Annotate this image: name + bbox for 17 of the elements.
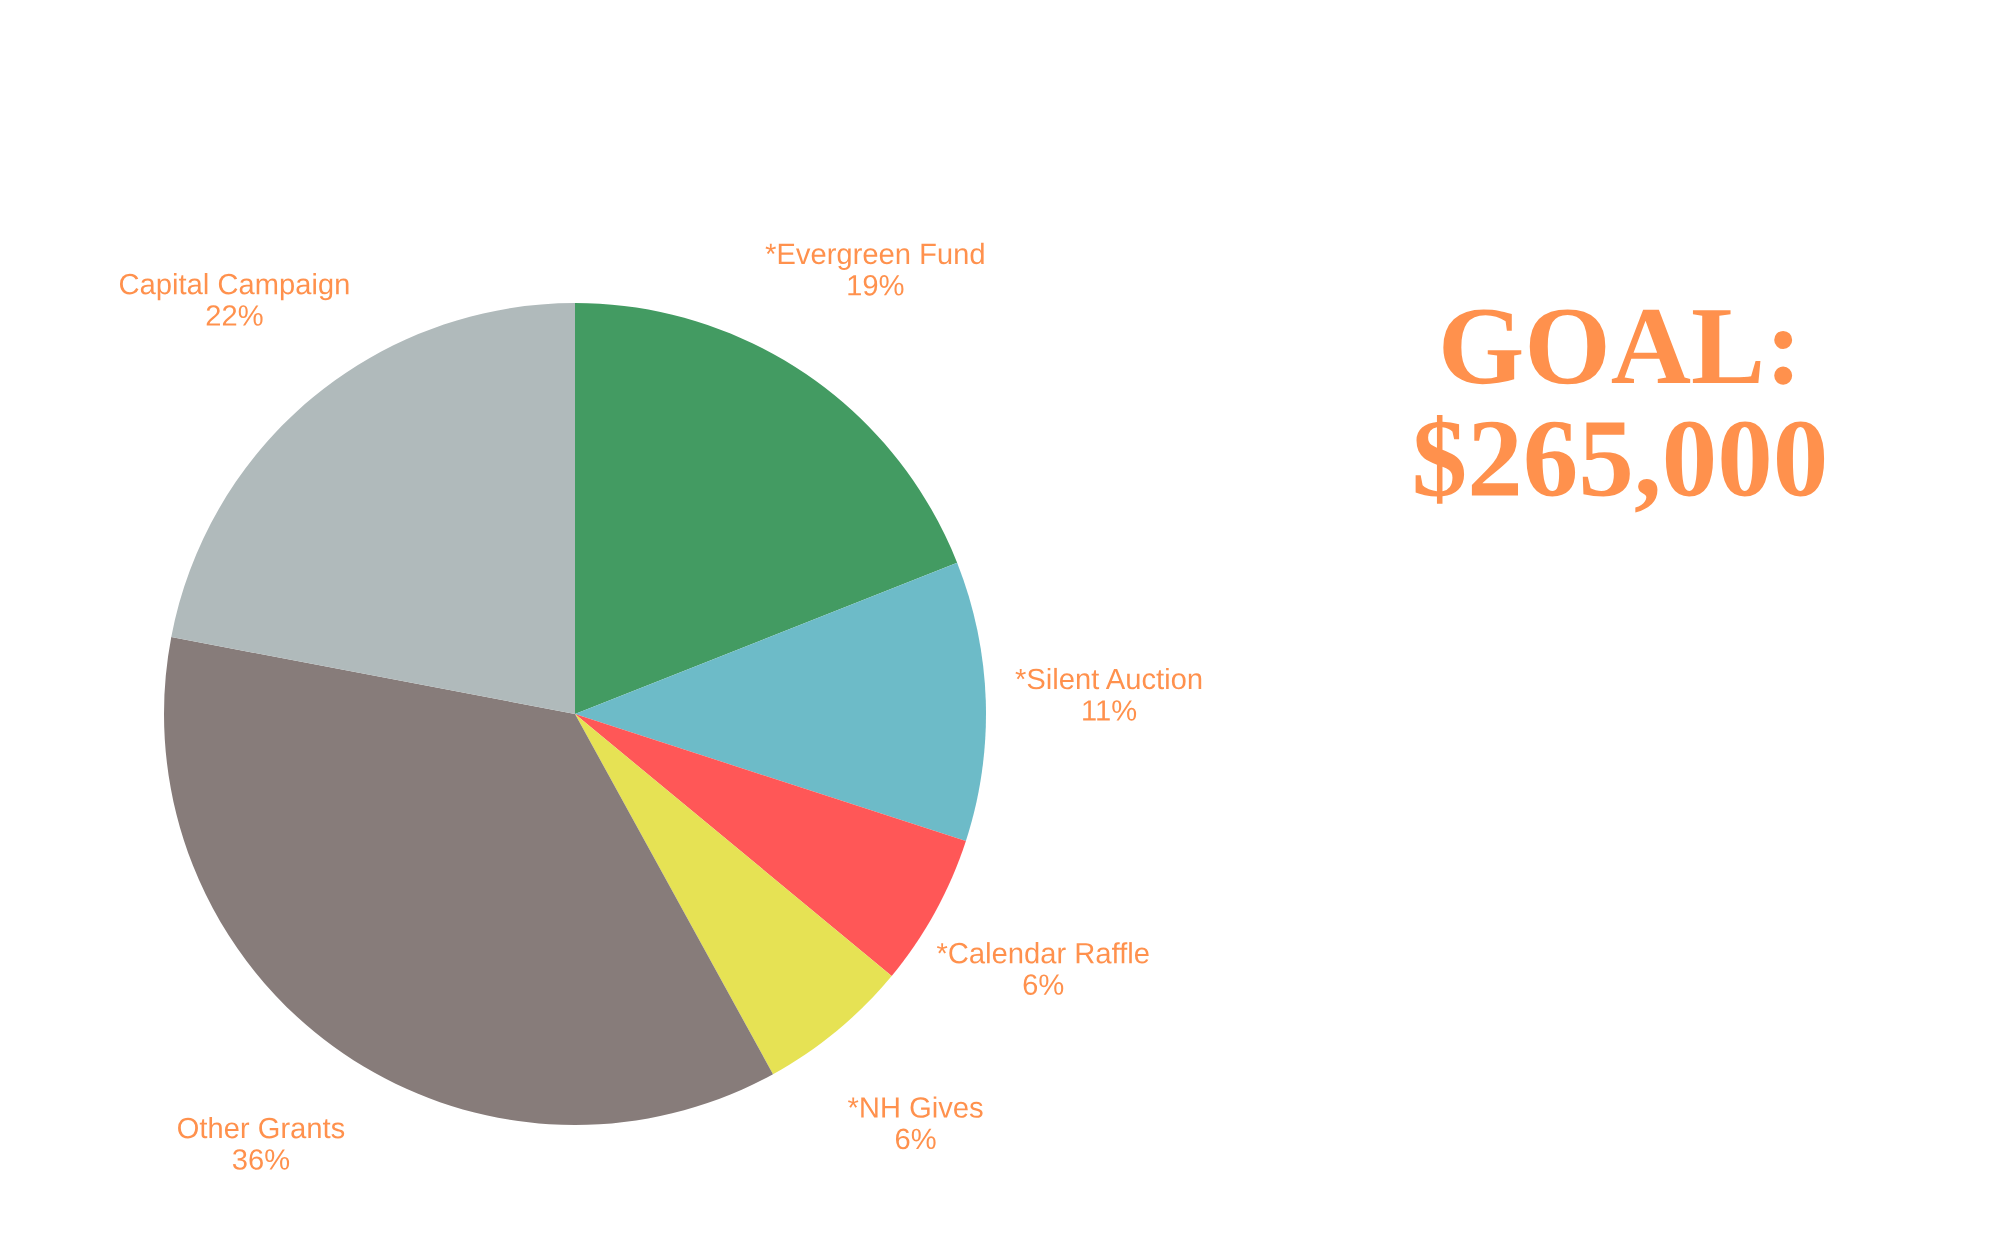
slice-label: *NH Gives xyxy=(847,1096,983,1118)
slice-label: *Evergreen Fund xyxy=(765,242,984,270)
slice-label: Capital Campaign xyxy=(119,273,349,301)
slice-label: Other Grants xyxy=(178,1116,345,1139)
data-label: 6% xyxy=(1023,974,1064,995)
data-label: 36% xyxy=(232,1149,290,1170)
data-label: 11% xyxy=(1083,700,1137,721)
data-label: 22% xyxy=(206,305,263,326)
pie-slice xyxy=(575,303,958,714)
slice-label: *Silent Auction xyxy=(1015,667,1202,690)
slice-label: *Calendar Raffle xyxy=(936,942,1149,964)
pie-slice xyxy=(575,562,986,842)
pie-slice xyxy=(575,714,892,1075)
data-label: 19% xyxy=(848,274,904,296)
pie-slice xyxy=(171,303,575,714)
text: GOAL: $265,000 xyxy=(1415,309,1825,513)
data-label: 6% xyxy=(895,1128,936,1150)
